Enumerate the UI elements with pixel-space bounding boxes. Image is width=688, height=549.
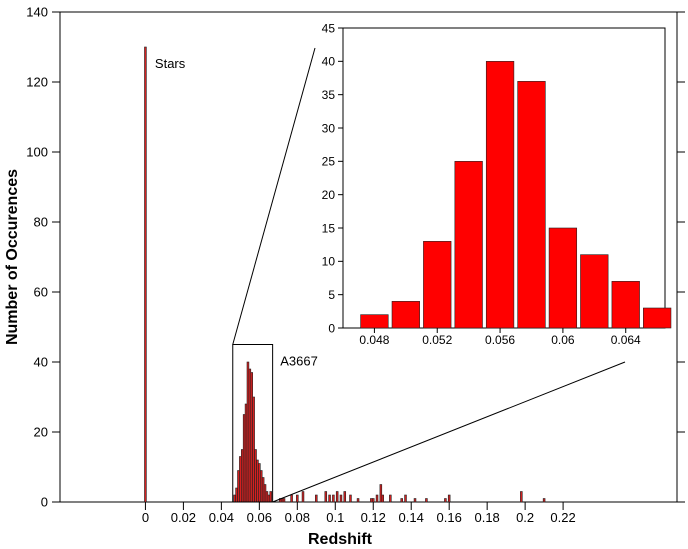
- main-bar: [379, 484, 383, 503]
- inset-y-ticks: 0 5 10 15 20 25 30 35 40 45: [322, 21, 343, 335]
- y-axis-title: Number of Occurences: [4, 169, 21, 345]
- inset-bar: [391, 301, 420, 329]
- inset-x-tick-label: 0.056: [485, 333, 515, 347]
- zoom-connector-line-upper: [232, 47, 316, 345]
- inset-y-tick-label: 10: [322, 255, 336, 269]
- main-bar: [413, 498, 417, 503]
- main-x-tick-label: 0.22: [550, 510, 575, 525]
- main-bar: [296, 494, 299, 503]
- main-bar: [290, 494, 293, 503]
- main-bar: [335, 491, 339, 503]
- main-x-tick-label: 0.14: [399, 510, 424, 525]
- inset-y-tick-label: 40: [322, 55, 336, 69]
- main-bar: [144, 46, 147, 503]
- main-bar: [389, 494, 392, 503]
- x-axis-title: Redshift: [308, 531, 373, 548]
- inset-bar: [611, 281, 640, 329]
- zoom-region-box: [232, 344, 274, 503]
- inset-y-tick-label: 30: [322, 121, 336, 135]
- main-x-ticks: 0 0.02 0.04 0.06 0.08 0.1 0.12 0.14 0.16 0.18 0.2 0…: [142, 502, 576, 525]
- inset-y-tick-label: 45: [322, 21, 336, 35]
- inset-y-tick-label: 0: [328, 321, 335, 335]
- main-bar: [444, 498, 447, 503]
- inset-y-tick-label: 15: [322, 221, 336, 235]
- main-bar: [301, 491, 305, 503]
- main-x-tick-label: 0.06: [247, 510, 272, 525]
- main-x-tick-label: 0.08: [285, 510, 310, 525]
- inset-x-tick-label: 0.048: [359, 333, 389, 347]
- inset-y-tick-label: 20: [322, 188, 336, 202]
- inset-y-tick-label: 25: [322, 155, 336, 169]
- inset-x-tick-label: 0.052: [422, 333, 452, 347]
- main-x-tick-label: 0.04: [209, 510, 234, 525]
- main-x-tick-label: 0.16: [437, 510, 462, 525]
- main-x-tick-label: 0.1: [326, 510, 344, 525]
- inset-bar: [423, 241, 452, 329]
- zoom-connector-line-lower: [272, 361, 626, 503]
- main-x-tick-label: 0.12: [361, 510, 386, 525]
- inset-bar: [360, 314, 389, 329]
- main-plot-frame: [59, 11, 678, 503]
- main-bar: [400, 498, 403, 503]
- main-bar: [371, 498, 375, 503]
- inset-bar: [643, 307, 672, 329]
- inset-x-tick-label: 0.06: [551, 333, 575, 347]
- main-bar: [324, 491, 328, 503]
- main-bar: [282, 498, 286, 503]
- main-bar: [520, 491, 523, 503]
- main-bar: [404, 494, 407, 503]
- inset-y-tick-label: 35: [322, 88, 336, 102]
- main-y-tick-label: 60: [34, 285, 48, 300]
- main-x-tick-label: 0: [142, 510, 149, 525]
- main-bar: [315, 494, 318, 503]
- a3667-annotation: A3667: [280, 354, 318, 369]
- inset-bar: [548, 227, 578, 329]
- main-bar: [381, 494, 384, 503]
- main-bar: [343, 491, 347, 503]
- main-bar: [447, 494, 451, 503]
- main-bar: [332, 494, 335, 503]
- main-x-tick-label: 0.02: [171, 510, 196, 525]
- inset-y-tick-label: 5: [328, 288, 335, 302]
- main-x-tick-label: 0.18: [474, 510, 499, 525]
- stars-annotation: Stars: [155, 56, 186, 71]
- main-y-tick-label: 20: [34, 425, 48, 440]
- main-x-tick-label: 0.2: [516, 510, 534, 525]
- main-bar: [328, 494, 331, 503]
- inset-x-tick-label: 0.064: [611, 333, 641, 347]
- inset-bar: [454, 161, 483, 329]
- inset-bar: [517, 81, 546, 329]
- main-y-tick-label: 0: [41, 495, 48, 510]
- main-bar: [269, 491, 272, 503]
- inset-bar: [485, 61, 515, 329]
- main-bar: [356, 498, 360, 503]
- main-y-tick-label: 120: [26, 75, 48, 90]
- main-y-tick-label: 100: [26, 145, 48, 160]
- main-bar: [425, 498, 428, 503]
- main-bar: [375, 494, 379, 503]
- main-bar: [339, 494, 343, 503]
- inset-x-ticks: 0.048 0.052 0.056 0.06 0.064: [359, 328, 641, 347]
- main-y-tick-label: 80: [34, 215, 48, 230]
- main-y-tick-label: 40: [34, 355, 48, 370]
- inset-bar: [580, 254, 609, 329]
- main-bar: [349, 494, 352, 503]
- main-y-tick-label: 140: [26, 5, 48, 20]
- main-bar: [542, 498, 546, 503]
